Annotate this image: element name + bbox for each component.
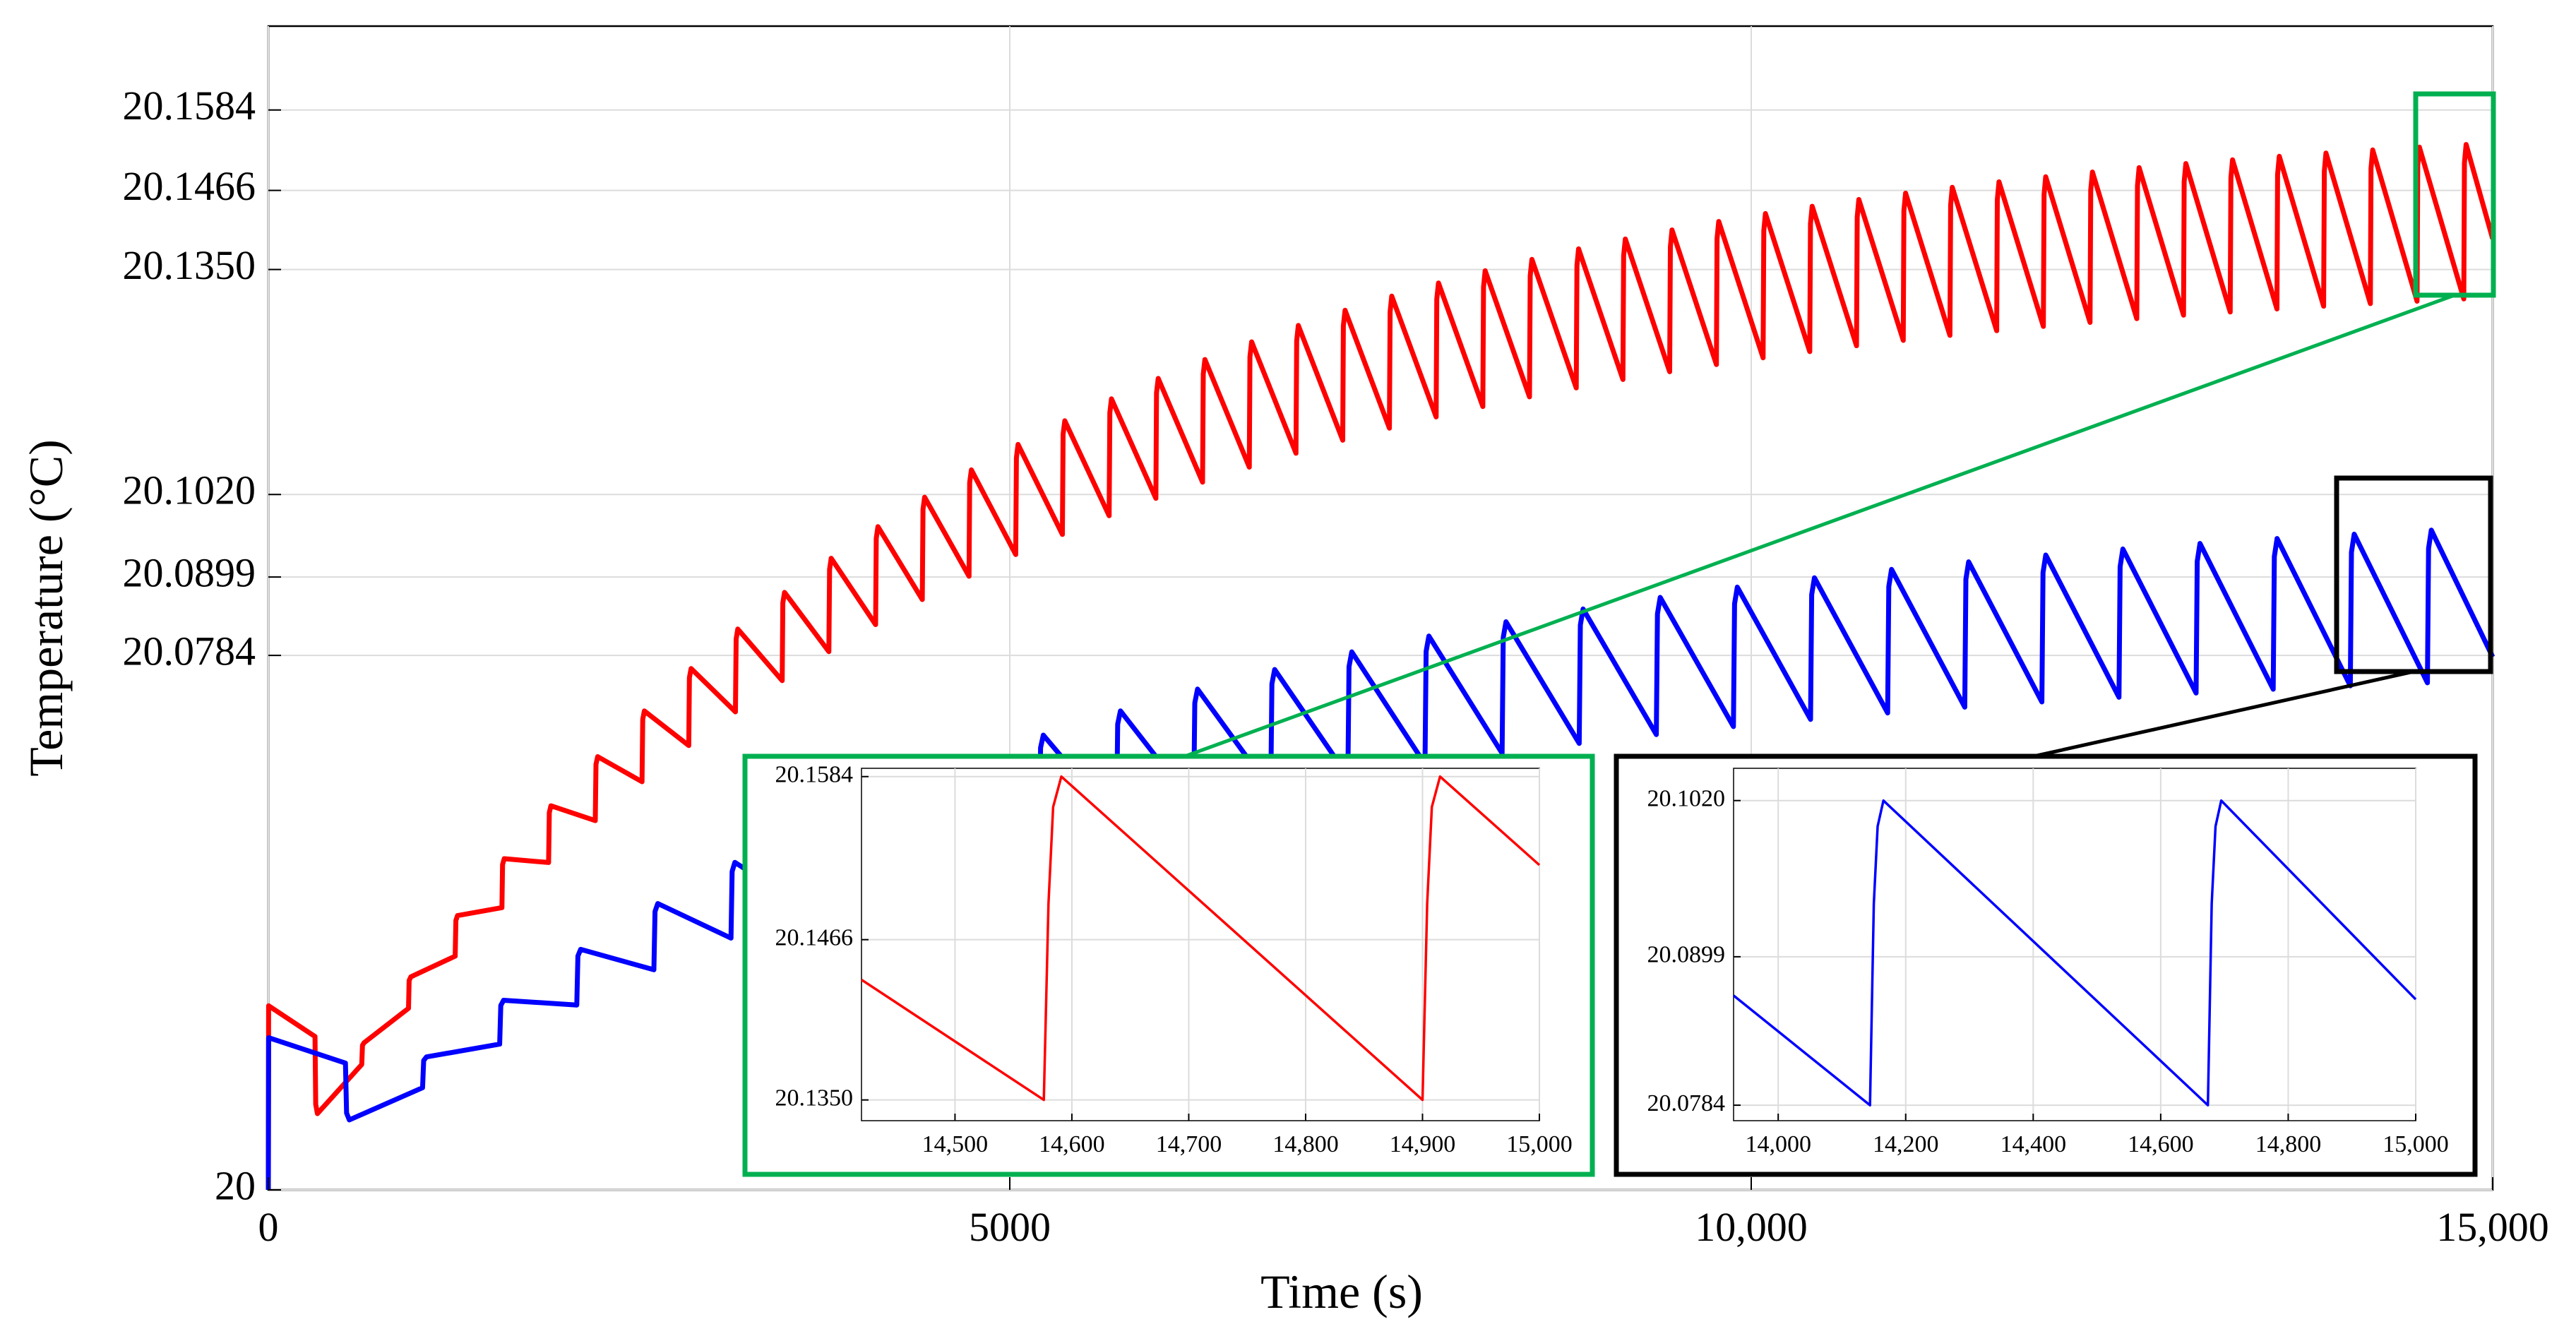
inset-red-border [742,753,1595,1177]
series-line-red [266,142,2496,1191]
inset-blue-border [1614,753,2478,1177]
inset-red-series-line-red [861,775,1541,1102]
series-line-blue [266,528,2496,1191]
main-y-tick-label: 20.1350 [123,242,256,288]
main-y-ticks: 20 20.0784 20.0899 20.1020 20.1350 20.1466 20.… [123,83,281,1208]
inset-red-x-tick-label: 14,500 [922,1131,989,1157]
inset-blue-grid [1734,768,2416,1121]
inset-blue-y-tick-label: 20.0784 [1647,1090,1726,1116]
inset-red-x-tick-label: 15,000 [1506,1131,1573,1157]
inset-blue-x-ticks: 14,000 14,200 14,400 14,600 14,800 15,000 [1745,1114,2449,1157]
black-connector-line [2033,669,2414,758]
inset-blue-y-ticks: 20.0784 20.0899 20.1020 [1647,785,1741,1116]
inset-red-y-tick-label: 20.1350 [775,1085,854,1111]
inset-red-x-tick-label: 14,800 [1272,1131,1339,1157]
zoom-markers [1184,91,2496,758]
inset-blue-x-tick-label: 14,800 [2255,1131,2322,1157]
inset-red-y-tick-label: 20.1584 [775,762,854,788]
inset-red-series [861,775,1541,1102]
main-y-tick-label: 20.1584 [123,83,256,129]
main-x-ticks: 0 5000 10,000 15,000 [258,1177,2549,1250]
inset-blue-x-tick-label: 14,600 [2128,1131,2194,1157]
main-x-tick-label: 5000 [969,1204,1051,1250]
inset-blue-series [1732,799,2417,1107]
inset-blue-y-tick-label: 20.1020 [1647,785,1726,811]
inset-blue-x-tick-label: 14,000 [1745,1131,1811,1157]
inset-red: 20.1350 20.1466 20.1584 14,500 14,600 14,700… [742,753,1595,1177]
x-axis-label: Time (s) [1260,1265,1423,1318]
inset-blue: 20.0784 20.0899 20.1020 14,000 14,200 14,400… [1614,753,2478,1177]
inset-blue-x-tick-label: 15,000 [2383,1131,2449,1157]
main-y-tick-label: 20.1020 [123,467,256,513]
inset-blue-x-tick-label: 14,200 [1873,1131,1939,1157]
inset-red-x-tick-label: 14,900 [1390,1131,1456,1157]
main-y-tick-label: 20.0784 [123,628,256,674]
green-connector-line [1184,293,2455,758]
inset-red-x-tick-label: 14,700 [1156,1131,1222,1157]
inset-red-y-ticks: 20.1350 20.1466 20.1584 [775,762,869,1111]
main-x-tick-label: 0 [258,1204,279,1250]
main-y-tick-label: 20.0899 [123,549,256,595]
main-series [266,142,2496,1191]
inset-red-y-tick-label: 20.1466 [775,924,854,950]
y-axis-label: Temperature (°C) [19,439,73,776]
inset-blue-y-tick-label: 20.0899 [1647,942,1726,968]
main-x-tick-label: 15,000 [2436,1204,2549,1250]
inset-blue-series-line-blue [1732,799,2417,1107]
inset-red-x-ticks: 14,500 14,600 14,700 14,800 14,900 15,000 [922,1114,1573,1157]
main-y-tick-label: 20.1466 [123,163,256,209]
main-y-tick-label: 20 [215,1162,256,1208]
main-x-tick-label: 10,000 [1695,1204,1808,1250]
inset-red-x-tick-label: 14,600 [1039,1131,1105,1157]
inset-blue-x-tick-label: 14,400 [2000,1131,2067,1157]
